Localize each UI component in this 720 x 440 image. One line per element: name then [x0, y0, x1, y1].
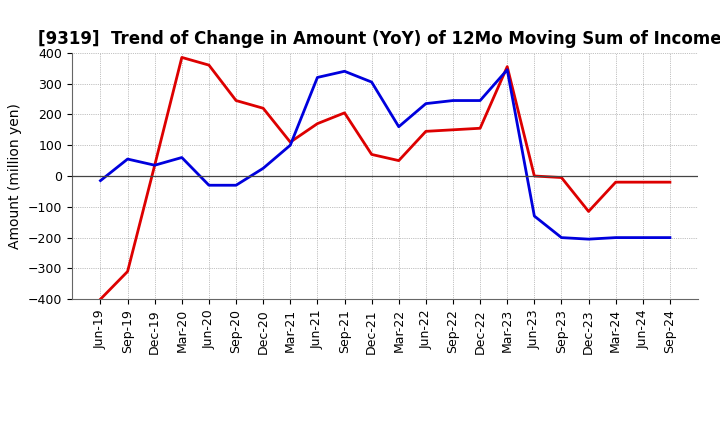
Line: Ordinary Income: Ordinary Income — [101, 70, 670, 239]
Net Income — [611, 180, 620, 185]
Ordinary Income — [421, 101, 430, 106]
Net Income — [367, 152, 376, 157]
Ordinary Income — [449, 98, 457, 103]
Net Income — [341, 110, 349, 115]
Net Income — [178, 55, 186, 60]
Ordinary Income — [611, 235, 620, 240]
Net Income — [313, 121, 322, 126]
Ordinary Income — [178, 155, 186, 160]
Net Income — [557, 175, 566, 180]
Y-axis label: Amount (million yen): Amount (million yen) — [9, 103, 22, 249]
Ordinary Income — [639, 235, 647, 240]
Title: [9319]  Trend of Change in Amount (YoY) of 12Mo Moving Sum of Incomes: [9319] Trend of Change in Amount (YoY) o… — [38, 30, 720, 48]
Net Income — [449, 127, 457, 132]
Ordinary Income — [150, 162, 159, 168]
Ordinary Income — [476, 98, 485, 103]
Ordinary Income — [503, 67, 511, 72]
Net Income — [259, 106, 268, 111]
Net Income — [421, 128, 430, 134]
Net Income — [639, 180, 647, 185]
Net Income — [150, 162, 159, 168]
Ordinary Income — [204, 183, 213, 188]
Ordinary Income — [584, 237, 593, 242]
Ordinary Income — [232, 183, 240, 188]
Net Income — [530, 173, 539, 179]
Ordinary Income — [341, 69, 349, 74]
Ordinary Income — [259, 166, 268, 171]
Net Income — [123, 269, 132, 274]
Ordinary Income — [395, 124, 403, 129]
Ordinary Income — [286, 143, 294, 148]
Net Income — [204, 62, 213, 68]
Net Income — [665, 180, 674, 185]
Net Income — [96, 297, 105, 302]
Net Income — [584, 209, 593, 214]
Ordinary Income — [557, 235, 566, 240]
Net Income — [503, 64, 511, 69]
Ordinary Income — [367, 79, 376, 84]
Ordinary Income — [665, 235, 674, 240]
Ordinary Income — [530, 213, 539, 219]
Net Income — [232, 98, 240, 103]
Net Income — [476, 126, 485, 131]
Line: Net Income: Net Income — [101, 57, 670, 299]
Ordinary Income — [123, 157, 132, 162]
Ordinary Income — [313, 75, 322, 80]
Net Income — [395, 158, 403, 163]
Net Income — [286, 139, 294, 145]
Ordinary Income — [96, 178, 105, 183]
